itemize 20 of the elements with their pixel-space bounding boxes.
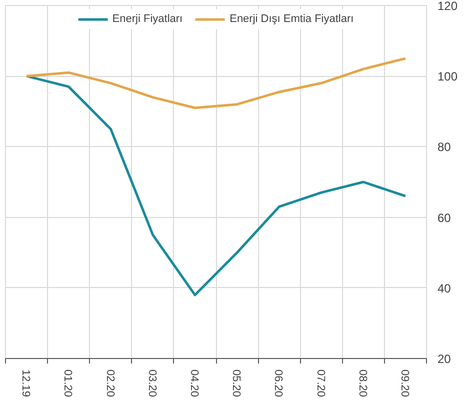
x-tick-label: 09.20 (398, 370, 410, 398)
x-tick-label: 02.20 (104, 370, 116, 398)
x-tick-label: 05.20 (230, 370, 242, 398)
y-tick-label: 40 (438, 281, 452, 296)
x-tick-label: 06.20 (272, 370, 284, 398)
legend-label: Enerji Fiyatları (112, 13, 183, 25)
x-tick-label: 07.20 (314, 370, 326, 398)
y-tick-label: 60 (438, 210, 452, 225)
x-tick-label: 04.20 (188, 370, 200, 398)
legend-label: Enerji Dışı Emtia Fiyatları (230, 13, 354, 25)
line-series (25, 74, 407, 296)
line-series (25, 57, 407, 110)
x-tick-label: 12.19 (20, 370, 32, 398)
y-tick-label: 120 (438, 0, 458, 13)
x-tick-label: 03.20 (146, 370, 158, 398)
y-tick-label: 20 (438, 352, 452, 366)
y-tick-label: 100 (438, 70, 458, 84)
x-tick-label: 01.20 (62, 370, 74, 398)
x-tick-label: 08.20 (356, 370, 368, 398)
y-tick-label: 80 (438, 140, 452, 154)
